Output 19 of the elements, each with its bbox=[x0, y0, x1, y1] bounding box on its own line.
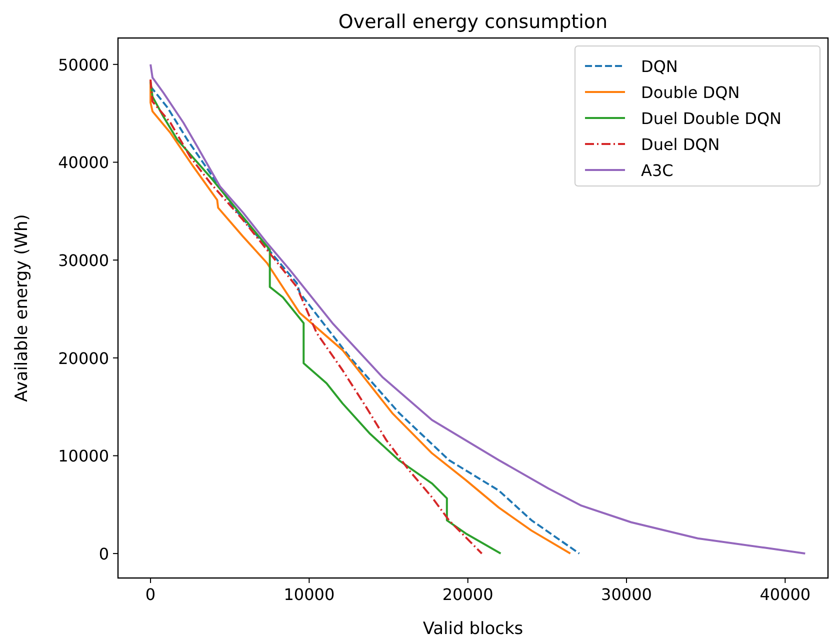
legend-label: Duel Double DQN bbox=[641, 109, 782, 128]
legend-label: Double DQN bbox=[641, 83, 740, 102]
legend-label: A3C bbox=[641, 161, 674, 180]
legend-label: DQN bbox=[641, 57, 678, 76]
x-tick-label: 30000 bbox=[601, 585, 652, 604]
legend-label: Duel DQN bbox=[641, 135, 720, 154]
chart-title: Overall energy consumption bbox=[338, 11, 608, 33]
x-axis-title: Valid blocks bbox=[422, 619, 524, 639]
y-tick-label: 30000 bbox=[58, 251, 109, 270]
y-tick-label: 10000 bbox=[58, 446, 109, 466]
y-tick-label: 20000 bbox=[58, 348, 109, 368]
y-tick-label: 0 bbox=[98, 544, 109, 564]
x-tick-label: 0 bbox=[145, 585, 156, 604]
y-tick-label: 50000 bbox=[58, 55, 109, 74]
x-tick-label: 20000 bbox=[442, 585, 494, 604]
y-tick-label: 40000 bbox=[58, 153, 109, 172]
y-axis-title: Available energy (Wh) bbox=[12, 214, 32, 402]
x-tick-label: 40000 bbox=[760, 585, 811, 604]
x-tick-label: 10000 bbox=[284, 585, 335, 604]
